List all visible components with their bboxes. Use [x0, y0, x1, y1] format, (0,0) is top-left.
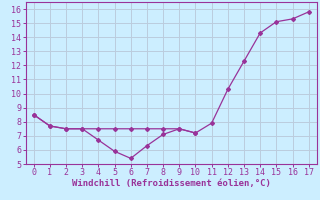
X-axis label: Windchill (Refroidissement éolien,°C): Windchill (Refroidissement éolien,°C) [72, 179, 271, 188]
